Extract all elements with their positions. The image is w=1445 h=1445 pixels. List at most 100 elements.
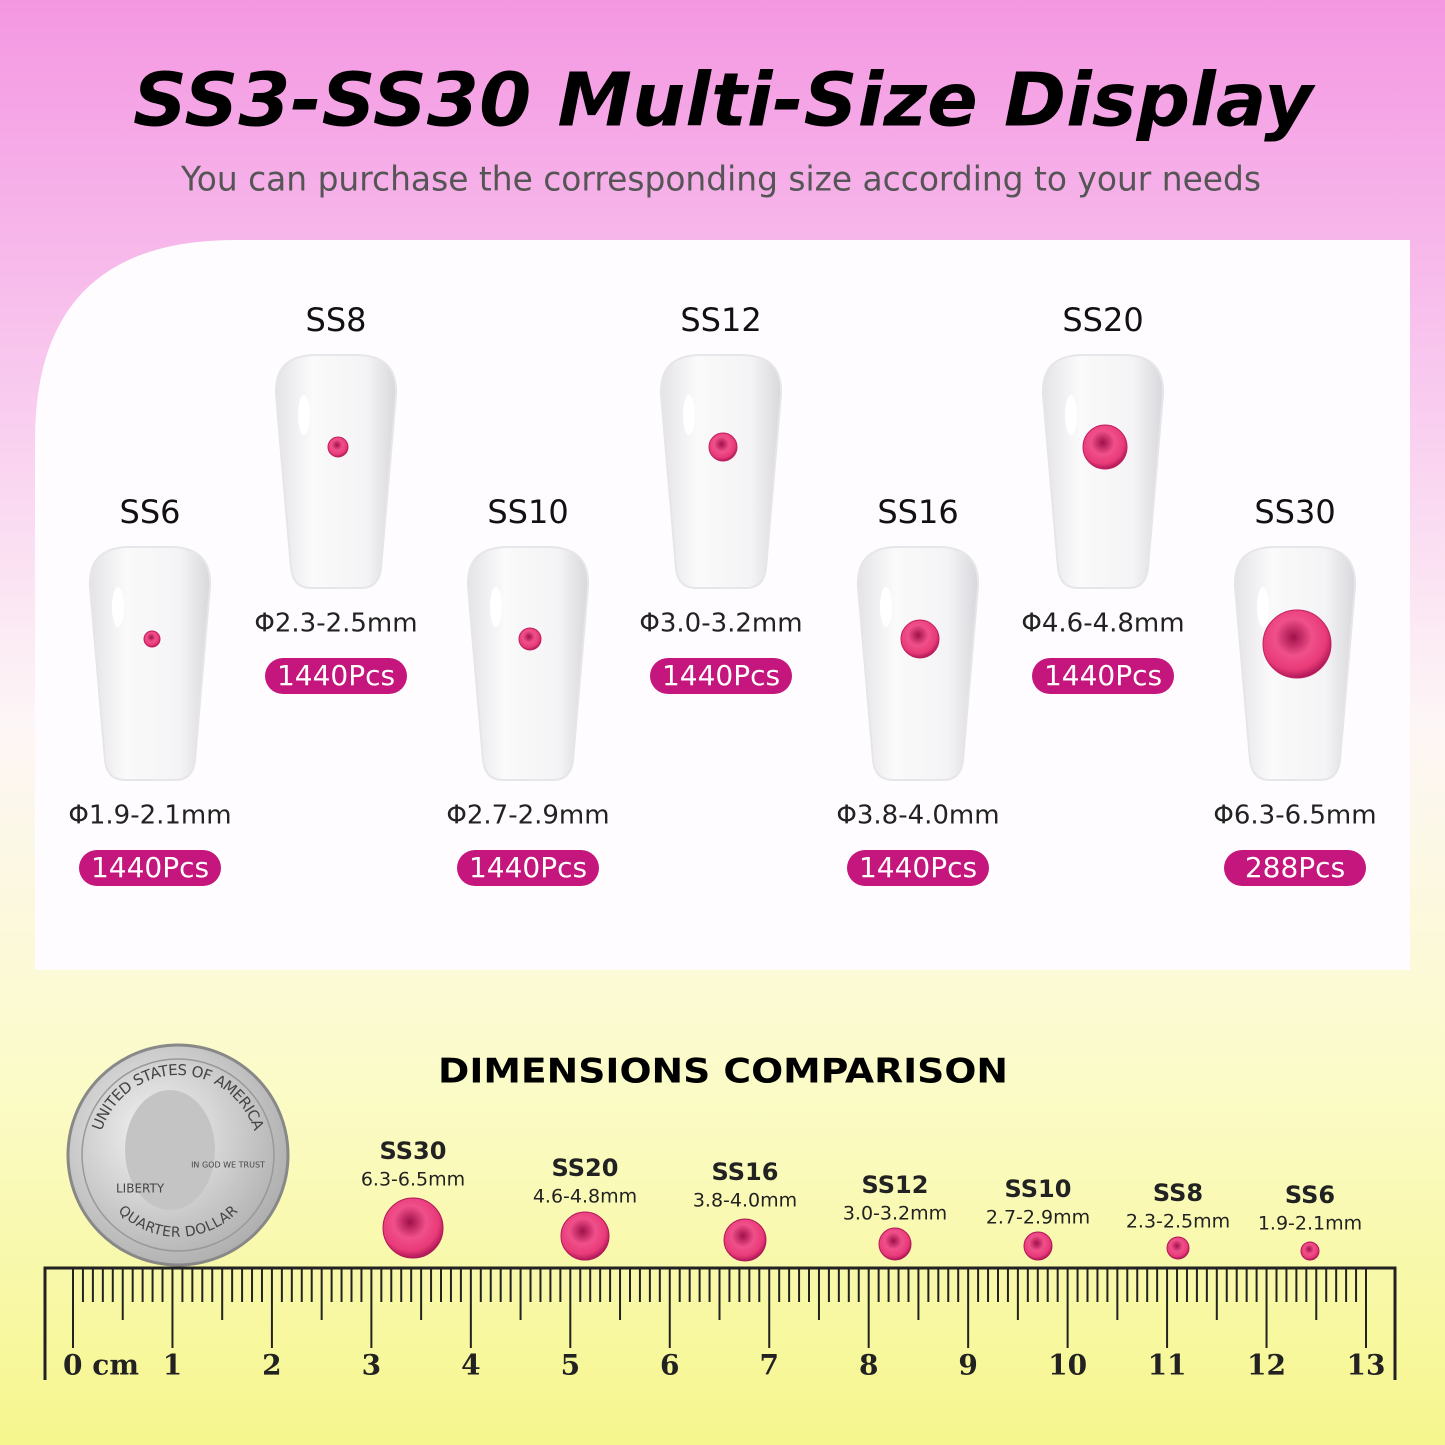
ruler-label: 3: [362, 1349, 381, 1382]
nail: [88, 546, 212, 781]
count-pill: [1032, 658, 1174, 694]
nail-card: SS30 Φ6.3-6.5mm 288Pcs: [1213, 493, 1377, 886]
nail-label: SS10: [487, 493, 568, 531]
nail-label: SS30: [1254, 493, 1335, 531]
nail-shine: [683, 395, 695, 435]
comparison-gem: [1300, 1241, 1320, 1261]
comparison-gem: [560, 1211, 610, 1261]
count-pill: [847, 850, 989, 886]
count-pill: [1224, 850, 1366, 886]
comparison-gem: [382, 1197, 444, 1259]
nail-shine: [1065, 395, 1077, 435]
nail-count: 1440Pcs: [1044, 659, 1162, 692]
comparison-gem: [1166, 1236, 1190, 1260]
nail-size: Φ2.7-2.9mm: [446, 801, 609, 831]
comparison-size: 3.0-3.2mm: [843, 1203, 947, 1225]
nail-size: Φ2.3-2.5mm: [254, 609, 417, 639]
nail-label: SS8: [306, 301, 367, 339]
coin-portrait: [125, 1090, 215, 1210]
comparison-size: 4.6-4.8mm: [533, 1186, 637, 1208]
ruler-label: 4: [461, 1349, 480, 1382]
comparison-label: SS8: [1153, 1179, 1203, 1207]
nail-size: Φ3.8-4.0mm: [836, 801, 999, 831]
comparison-size: 3.8-4.0mm: [693, 1190, 797, 1212]
nail-shine: [1257, 587, 1269, 627]
nail: [466, 546, 590, 781]
panel: [35, 240, 1410, 970]
ruler-label: 10: [1048, 1349, 1087, 1382]
nail-count: 288Pcs: [1245, 851, 1345, 884]
comparison-size: 2.3-2.5mm: [1126, 1211, 1230, 1233]
ruler-label: 8: [859, 1349, 878, 1382]
nail-card: SS20 Φ4.6-4.8mm 1440Pcs: [1021, 301, 1185, 694]
nail: [274, 354, 398, 589]
gem: [1262, 609, 1332, 679]
comparison-label: SS16: [712, 1158, 779, 1186]
nail-shine: [880, 587, 892, 627]
comparison-label: SS10: [1005, 1175, 1072, 1203]
ruler-label: 13: [1347, 1349, 1386, 1382]
ruler-label: 9: [958, 1349, 977, 1382]
coin: UNITED STATES OF AMERICA QUARTER DOLLAR …: [66, 1043, 290, 1267]
nail-label: SS6: [120, 493, 181, 531]
ruler-label: 7: [759, 1349, 778, 1382]
gem: [1082, 424, 1128, 470]
nail-label: SS16: [877, 493, 958, 531]
coin-motto: IN GOD WE TRUST: [191, 1161, 265, 1170]
ruler: 0 cm 1 2 3 4 5 6 7 8 9 10 11 12 13: [43, 1266, 1397, 1382]
coin-rim: [81, 1058, 275, 1252]
comparison-size: 2.7-2.9mm: [986, 1207, 1090, 1229]
nail-card: SS8 Φ2.3-2.5mm 1440Pcs: [254, 301, 418, 694]
ruler-label: 2: [262, 1349, 281, 1382]
comparison-title: DIMENSIONS COMPARISON: [438, 1052, 1008, 1092]
comparison-label: SS12: [862, 1171, 929, 1199]
comparison-gem: [723, 1218, 767, 1262]
nail-size: Φ6.3-6.5mm: [1213, 801, 1376, 831]
nail-card: SS16 Φ3.8-4.0mm 1440Pcs: [836, 493, 1000, 886]
nail-size: Φ4.6-4.8mm: [1021, 609, 1184, 639]
nail-count: 1440Pcs: [91, 851, 209, 884]
comparison-size: 6.3-6.5mm: [361, 1169, 465, 1191]
nail-shine: [112, 587, 124, 627]
count-pill: [457, 850, 599, 886]
nail-count: 1440Pcs: [662, 659, 780, 692]
nail-card: SS12 Φ3.0-3.2mm 1440Pcs: [639, 301, 803, 694]
ruler-label: 6: [660, 1349, 679, 1382]
ruler-label: 0 cm: [63, 1349, 139, 1382]
comparison-label: SS30: [380, 1137, 447, 1165]
nail-label: SS20: [1062, 301, 1143, 339]
comparison-gem: [878, 1227, 912, 1261]
ruler-label: 11: [1148, 1349, 1187, 1382]
coin-liberty: LIBERTY: [116, 1182, 165, 1196]
count-pill: [650, 658, 792, 694]
nail-count: 1440Pcs: [859, 851, 977, 884]
comparison-size: 1.9-2.1mm: [1258, 1213, 1362, 1235]
nail-size: Φ3.0-3.2mm: [639, 609, 802, 639]
comparison-label: SS6: [1285, 1181, 1335, 1209]
nail-size: Φ1.9-2.1mm: [68, 801, 231, 831]
nail-shine: [490, 587, 502, 627]
gem: [143, 630, 161, 648]
nail: [856, 546, 980, 781]
comparison-label: SS20: [552, 1154, 619, 1182]
gem: [518, 627, 542, 651]
gem: [327, 436, 349, 458]
ruler-label: 1: [163, 1349, 182, 1382]
count-pill: [79, 850, 221, 886]
gem: [708, 432, 738, 462]
nail-shine: [298, 395, 310, 435]
ruler-label: 12: [1247, 1349, 1286, 1382]
subtitle: You can purchase the corresponding size …: [180, 160, 1261, 200]
gem: [900, 619, 940, 659]
nail: [659, 354, 783, 589]
nail-card: SS10 Φ2.7-2.9mm 1440Pcs: [446, 493, 610, 886]
title: SS3-SS30 Multi-Size Display: [133, 58, 1316, 144]
ruler-label: 5: [561, 1349, 580, 1382]
nail-count: 1440Pcs: [469, 851, 587, 884]
nail: [1041, 354, 1165, 589]
count-pill: [265, 658, 407, 694]
nail-count: 1440Pcs: [277, 659, 395, 692]
comparison-gem: [1023, 1231, 1053, 1261]
